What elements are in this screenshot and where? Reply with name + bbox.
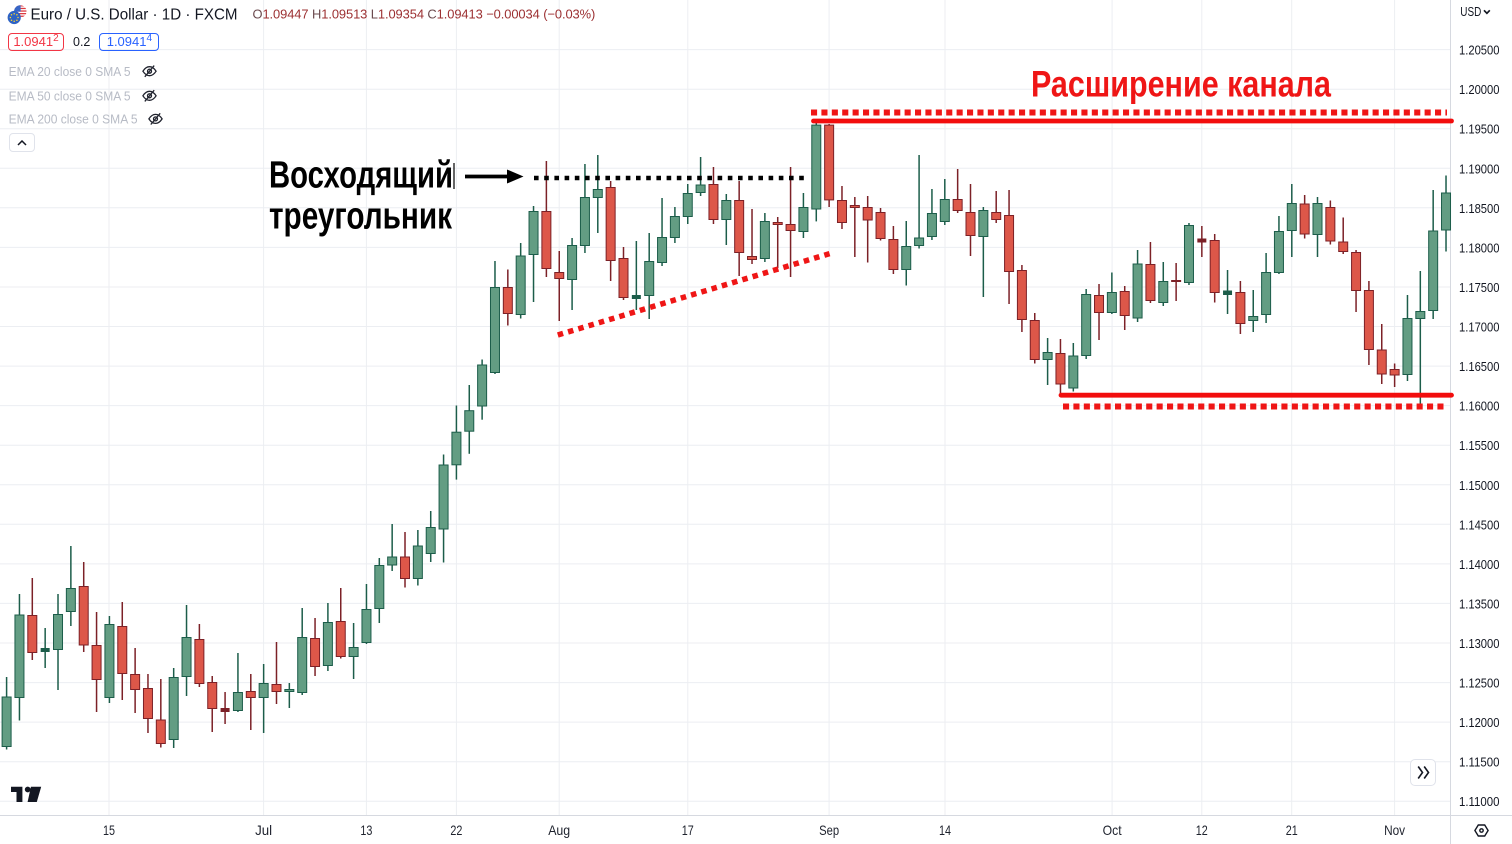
svg-text:1.18500: 1.18500 <box>1459 201 1500 216</box>
svg-text:17: 17 <box>682 822 694 838</box>
svg-text:1.16500: 1.16500 <box>1459 359 1500 374</box>
svg-text:1.18000: 1.18000 <box>1459 240 1500 255</box>
svg-text:1.19500: 1.19500 <box>1459 122 1500 137</box>
svg-text:1.16000: 1.16000 <box>1459 399 1500 414</box>
svg-text:12: 12 <box>1196 822 1208 838</box>
svg-text:1.19000: 1.19000 <box>1459 161 1500 176</box>
svg-text:1.13500: 1.13500 <box>1459 596 1500 611</box>
svg-text:1.17500: 1.17500 <box>1459 280 1500 295</box>
svg-text:1.11500: 1.11500 <box>1459 755 1500 770</box>
svg-text:Euro / U.S. Dollar · 1D · FXCM: Euro / U.S. Dollar · 1D · FXCM <box>31 7 238 24</box>
svg-text:1.14500: 1.14500 <box>1459 517 1500 532</box>
svg-text:Aug: Aug <box>548 822 570 838</box>
svg-text:1.11000: 1.11000 <box>1459 794 1500 809</box>
svg-text:1.12000: 1.12000 <box>1459 715 1500 730</box>
svg-text:15: 15 <box>103 822 115 838</box>
svg-text:Расширение канала: Расширение канала <box>1031 64 1331 105</box>
svg-text:O1.09447 H1.09513 L1.09354 C1.: O1.09447 H1.09513 L1.09354 C1.09413 −0.0… <box>253 7 596 22</box>
svg-text:1.15000: 1.15000 <box>1459 478 1500 493</box>
svg-text:1.13000: 1.13000 <box>1459 636 1500 651</box>
svg-text:1.14000: 1.14000 <box>1459 557 1500 572</box>
svg-text:1.15500: 1.15500 <box>1459 438 1500 453</box>
svg-text:1.17000: 1.17000 <box>1459 320 1500 335</box>
svg-text:1.20000: 1.20000 <box>1459 82 1500 97</box>
svg-text:Nov: Nov <box>1384 822 1405 838</box>
svg-text:Восходящий: Восходящий <box>269 155 453 197</box>
svg-text:USD: USD <box>1460 5 1481 19</box>
svg-text:EMA 50 close 0 SMA 5: EMA 50 close 0 SMA 5 <box>9 89 131 104</box>
svg-text:13: 13 <box>360 822 372 838</box>
svg-text:1.20500: 1.20500 <box>1459 43 1500 58</box>
svg-text:треугольник: треугольник <box>269 196 453 238</box>
svg-text:Oct: Oct <box>1103 822 1122 838</box>
svg-text:Jul: Jul <box>255 822 272 838</box>
svg-text:Sep: Sep <box>819 822 839 838</box>
svg-text:EMA 20 close 0 SMA 5: EMA 20 close 0 SMA 5 <box>9 64 131 79</box>
svg-text:21: 21 <box>1286 822 1298 838</box>
svg-text:EMA 200 close 0 SMA 5: EMA 200 close 0 SMA 5 <box>9 111 138 126</box>
svg-text:22: 22 <box>450 822 462 838</box>
svg-text:14: 14 <box>939 822 951 838</box>
svg-text:1.12500: 1.12500 <box>1459 676 1500 691</box>
